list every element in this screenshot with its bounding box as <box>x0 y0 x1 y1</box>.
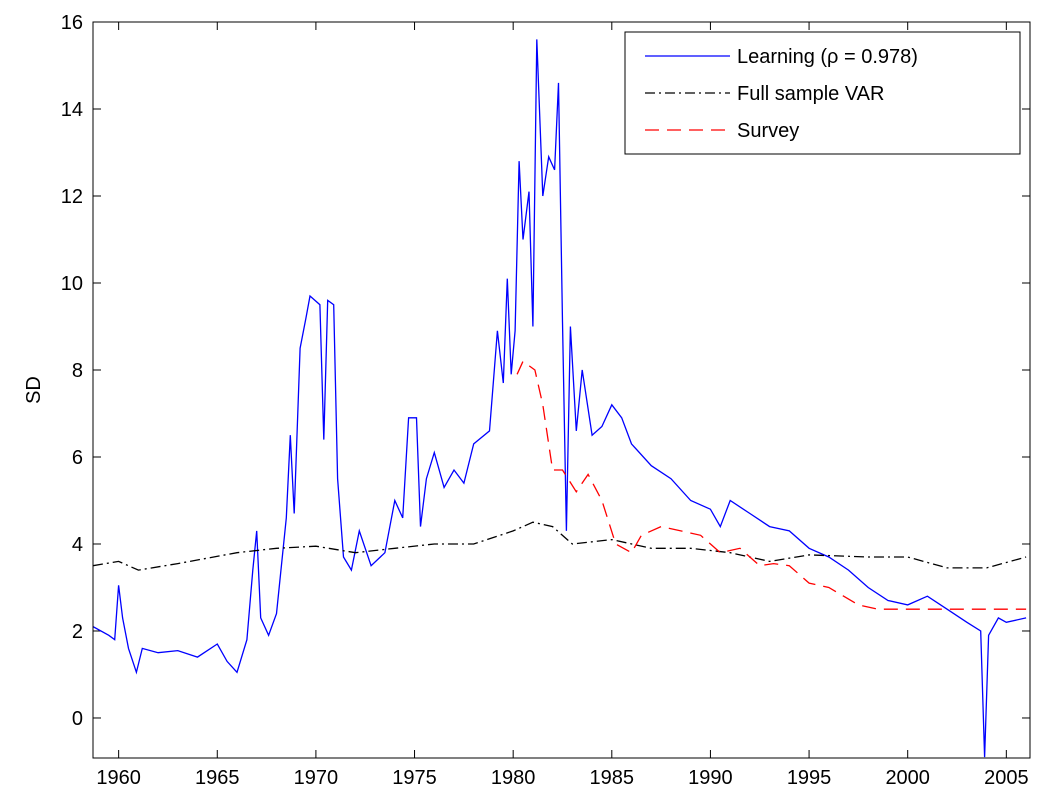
y-tick-label: 14 <box>61 99 83 121</box>
y-tick-label: 0 <box>72 708 83 730</box>
x-tick-label: 1985 <box>590 767 635 789</box>
legend-label: Survey <box>737 120 799 142</box>
legend-label: Full sample VAR <box>737 83 884 105</box>
x-tick-label: 1960 <box>96 767 141 789</box>
series-line <box>516 360 1027 610</box>
x-tick-label: 1975 <box>392 767 437 789</box>
y-tick-label: 6 <box>72 447 83 469</box>
x-tick-label: 1990 <box>688 767 733 789</box>
legend-label: Learning (ρ = 0.978) <box>737 46 918 68</box>
x-tick-label: 2005 <box>984 767 1029 789</box>
x-tick-label: 1995 <box>787 767 832 789</box>
y-axis-label: SD <box>23 376 45 404</box>
y-tick-label: 12 <box>61 186 83 208</box>
x-tick-label: 1980 <box>491 767 536 789</box>
y-tick-label: 4 <box>72 534 83 556</box>
y-tick-label: 8 <box>72 360 83 382</box>
series-line <box>93 521 1027 571</box>
plot-frame <box>92 21 1031 759</box>
y-tick-label: 2 <box>72 621 83 643</box>
x-tick-label: 2000 <box>885 767 930 789</box>
series-line <box>93 39 1027 758</box>
y-tick-label: 10 <box>61 273 83 295</box>
y-tick-label: 16 <box>61 12 83 34</box>
x-tick-label: 1970 <box>294 767 339 789</box>
x-tick-label: 1965 <box>195 767 240 789</box>
